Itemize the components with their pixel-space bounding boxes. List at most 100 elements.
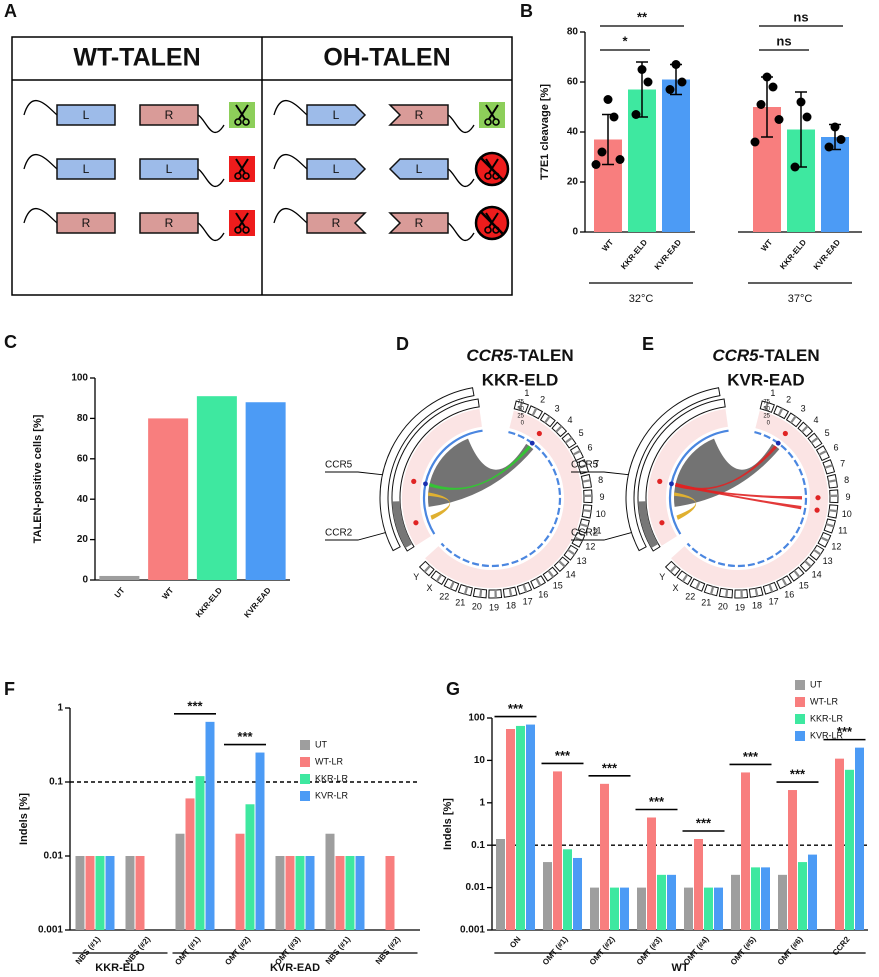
chromosome-band	[777, 407, 784, 416]
chromosome-band	[829, 509, 838, 513]
chromosome-band	[535, 578, 542, 587]
chromosome-label: 2	[540, 395, 545, 405]
scissor-blade	[238, 104, 249, 120]
y-tick-label: 0	[82, 575, 88, 586]
data-point	[768, 82, 778, 92]
data-point	[637, 65, 647, 74]
circos-title: CCR5-TALEN	[466, 346, 573, 365]
scissor-blade	[238, 158, 249, 174]
group-label: 32°C	[629, 293, 654, 305]
chromosome-label: 22	[685, 591, 695, 601]
zoom-region	[391, 398, 480, 552]
chromosome-band	[558, 560, 566, 568]
bar	[196, 396, 237, 580]
chromosome-label: 5	[579, 428, 584, 438]
monomer-label: R	[82, 216, 91, 230]
group-label: KVR-EAD	[270, 962, 320, 974]
bar	[704, 887, 713, 930]
chromosome-band	[579, 523, 589, 528]
bar	[135, 856, 145, 930]
ring-tick-label: 50	[517, 407, 524, 413]
chromosome-band	[764, 402, 769, 411]
y-tick-label: 20	[567, 177, 579, 188]
dna-strand	[273, 154, 308, 170]
chromosome-band	[508, 588, 513, 597]
y-axis-label: Indels [%]	[442, 798, 454, 850]
talen-monomer	[306, 158, 367, 180]
talen-monomer	[306, 212, 367, 234]
y-tick-label: 60	[567, 77, 579, 88]
scissor-blade	[235, 104, 246, 120]
y-tick-label: 100	[468, 713, 485, 724]
chromosome-band	[810, 436, 819, 444]
scissor-blade	[238, 212, 249, 228]
significance-label: ***	[508, 701, 524, 716]
talen-monomer	[139, 212, 199, 234]
data-point	[591, 160, 601, 169]
significance-label: ns	[793, 9, 808, 24]
scissor-blade	[235, 158, 246, 174]
chromosome-band	[463, 586, 469, 595]
bar	[355, 856, 365, 930]
track-band	[401, 408, 482, 546]
blue-track	[686, 430, 808, 568]
talen-monomer	[306, 104, 367, 126]
bar	[657, 874, 666, 930]
scissor-blade	[488, 212, 499, 228]
chromosome-band	[572, 449, 581, 456]
bar	[345, 856, 355, 930]
title-suffix: -TALEN	[513, 346, 574, 365]
column-title: OH-TALEN	[323, 44, 450, 72]
data-point	[796, 97, 806, 107]
chromosome-label: 22	[439, 591, 449, 601]
bar	[731, 874, 740, 930]
scissor-handle	[492, 118, 500, 126]
link-ribbon	[675, 483, 803, 500]
link-ribbon	[675, 483, 802, 510]
dna-strand	[197, 114, 225, 134]
chromosome-band	[494, 589, 497, 598]
ring-tick-label: 50	[763, 407, 770, 413]
panel-label: C	[4, 332, 17, 352]
chromosome-label: 4	[814, 415, 819, 425]
y-tick-label: 0	[572, 227, 578, 238]
chromosome-label: 16	[784, 590, 794, 600]
y-tick-label: 0.001	[460, 925, 485, 936]
monomer-label: R	[332, 216, 341, 230]
x-tick-label: OMT (#3)	[635, 935, 664, 967]
monomer-label: R	[165, 108, 174, 122]
bar	[714, 887, 723, 930]
site-dot	[411, 478, 417, 484]
site-dot	[529, 440, 535, 446]
bar	[125, 856, 135, 930]
chromosome-band	[582, 479, 591, 483]
talen-monomer	[388, 104, 449, 126]
zoom-shell	[379, 387, 475, 552]
group-label: 37°C	[788, 293, 813, 305]
bar	[610, 887, 619, 930]
y-tick-label: 20	[77, 534, 89, 545]
site-dot	[659, 520, 665, 526]
data-point	[597, 147, 607, 157]
strike	[480, 157, 504, 181]
legend-label: UT	[810, 679, 822, 689]
chromosome-label: 8	[844, 475, 849, 485]
chromosome-label: 18	[506, 601, 516, 611]
chromosome-label: 5	[825, 428, 830, 438]
bar	[285, 856, 295, 930]
x-tick-label: OMT (#1)	[173, 935, 202, 967]
ring-tick-label: 25	[517, 414, 524, 420]
x-tick-label: CCR2	[831, 934, 852, 957]
chromosome-label: 6	[588, 443, 593, 453]
chromosome-band	[583, 494, 592, 497]
data-point	[824, 142, 834, 152]
chromosome-band	[754, 588, 759, 597]
scissor-handle	[234, 172, 242, 180]
bar	[845, 769, 854, 930]
bar	[295, 856, 305, 930]
bar	[496, 839, 505, 930]
panel-label: A	[4, 1, 17, 21]
chromosome-band	[768, 584, 774, 593]
chromosome-band	[479, 589, 483, 598]
